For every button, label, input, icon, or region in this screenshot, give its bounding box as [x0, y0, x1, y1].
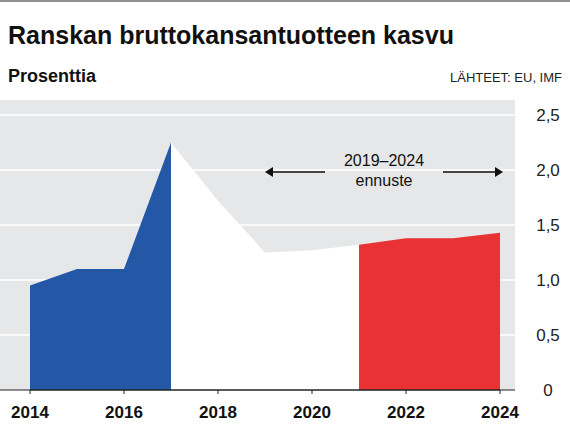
y-tick-label: 1,5	[536, 216, 560, 235]
x-axis-range	[30, 390, 500, 391]
arrow-head	[265, 167, 273, 177]
y-tick-label: 2,0	[536, 161, 560, 180]
y-tick-label: 0	[543, 381, 552, 400]
area	[171, 143, 359, 391]
x-tick-label: 2024	[481, 403, 519, 422]
x-tick-label: 2016	[105, 403, 143, 422]
x-tick-label: 2014	[11, 403, 49, 422]
x-tick	[312, 390, 313, 394]
y-tick-label: 0,5	[536, 326, 560, 345]
arrow-head	[495, 167, 503, 177]
x-tick	[124, 390, 125, 394]
arrow	[268, 171, 325, 173]
x-tick	[218, 390, 219, 394]
x-tick-label: 2020	[293, 403, 331, 422]
plot-background	[0, 100, 515, 390]
top-rule	[0, 1, 570, 2]
x-tick	[406, 390, 407, 394]
y-tick-label: 2,5	[536, 106, 560, 125]
areas	[30, 143, 500, 391]
arrow	[443, 171, 500, 173]
source: LÄHTEET: EU, IMF	[450, 70, 562, 85]
title: Ranskan bruttokansantuotteen kasvu	[8, 21, 454, 49]
x-tick-label: 2022	[387, 403, 425, 422]
x-tick	[30, 390, 31, 394]
annotation: 2019–2024ennuste	[344, 152, 424, 189]
area	[30, 143, 171, 391]
y-tick-label: 1,0	[536, 271, 560, 290]
grid-line	[0, 114, 515, 116]
x-axis	[0, 390, 515, 391]
grid-line	[0, 224, 515, 226]
area	[359, 233, 500, 390]
subtitle: Prosenttia	[8, 66, 97, 86]
x-tick-label: 2018	[199, 403, 237, 422]
grid-line	[0, 169, 515, 171]
x-tick	[500, 390, 501, 394]
